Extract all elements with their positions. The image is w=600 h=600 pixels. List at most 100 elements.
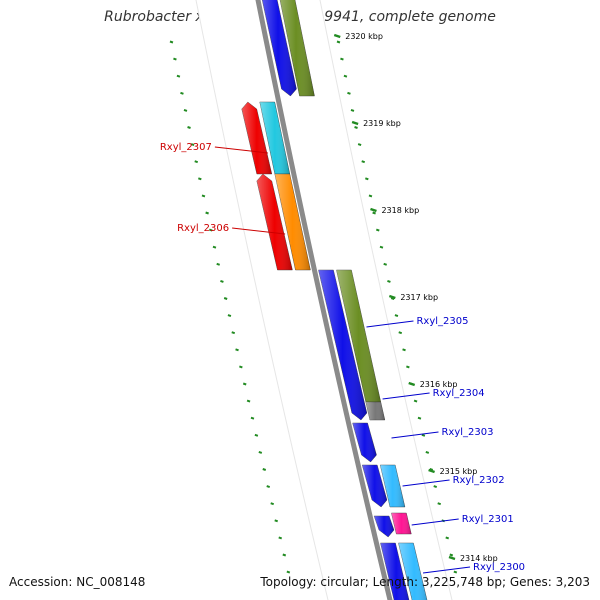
tick-dot — [212, 245, 217, 249]
tick-dot — [402, 348, 406, 352]
kbp-tick-mark — [388, 294, 396, 300]
gene-feature-shade — [256, 174, 293, 270]
tick-dot — [262, 468, 267, 471]
gene-labels: Rxyl_2307 Rxyl_2306 Rxyl_2305 Rxyl_2304 Rxyl… — [160, 142, 525, 574]
gene-features — [241, 0, 428, 600]
tick-dot — [220, 279, 224, 283]
tick-dot — [368, 194, 373, 198]
kbp-tick-mark — [351, 120, 359, 126]
accession-text: Accession: NC_008148 — [9, 575, 146, 589]
tick-dot — [198, 177, 202, 181]
kbp-tick-mark — [408, 381, 416, 387]
tick-dot — [270, 502, 275, 506]
tick-dot — [190, 143, 195, 147]
tick-dot — [223, 297, 228, 300]
tick-dot — [173, 57, 177, 61]
tick-dot — [258, 450, 263, 454]
tick-dot — [250, 416, 255, 420]
kbp-ticks: 2320 kbp 2319 kbp 2318 kbp 2317 kbp 2316 kbp… — [333, 32, 498, 563]
tick-dot — [242, 382, 247, 386]
tick-dot — [379, 245, 384, 249]
tick-dot — [398, 331, 403, 335]
tick-dot — [254, 433, 259, 437]
kbp-tick-label: 2318 kbp — [381, 206, 419, 215]
gene-feature-shade — [398, 543, 428, 600]
tick-dot — [445, 536, 450, 540]
tick-dot — [180, 91, 184, 95]
label-leader — [232, 227, 286, 235]
tick-dot — [449, 553, 454, 557]
tick-dot — [343, 74, 348, 78]
tick-dot — [282, 553, 287, 557]
gene-feature-shade — [241, 102, 272, 174]
gene-feature-shade — [365, 402, 385, 420]
kbp-tick-mark — [448, 555, 456, 561]
gene-label: Rxyl_2307 — [160, 142, 212, 153]
tick-dot — [187, 126, 191, 129]
gene-feature-shade — [391, 513, 412, 534]
gene-label: Rxyl_2305 — [416, 316, 468, 327]
label-leader — [391, 431, 439, 439]
tick-dot — [413, 399, 418, 403]
tick-dot — [235, 348, 239, 352]
label-leader — [411, 518, 459, 526]
tick-dot — [365, 177, 369, 181]
tick-dot — [453, 570, 458, 574]
kbp-tick-label: 2320 kbp — [345, 32, 383, 41]
tick-dot — [394, 314, 399, 318]
tick-dot — [274, 519, 279, 523]
tick-dot — [390, 297, 395, 300]
gene-feature-shade — [336, 270, 381, 402]
kbp-tick-label: 2317 kbp — [400, 293, 438, 302]
gene-feature-shade — [259, 102, 290, 174]
gene-feature-shade — [362, 465, 387, 507]
gene-label: Rxyl_2306 — [177, 223, 229, 234]
tick-dot — [194, 160, 199, 164]
label-leader — [422, 566, 471, 574]
tick-dot — [205, 211, 209, 215]
label-leader — [214, 146, 268, 154]
tick-dot — [383, 262, 388, 266]
tick-dot — [201, 194, 206, 198]
tick-dot — [176, 74, 181, 78]
tick-dot — [350, 108, 355, 112]
tick-dot — [425, 450, 430, 454]
tick-dot — [278, 536, 283, 540]
tick-dot — [286, 570, 291, 574]
tick-dot — [169, 40, 174, 44]
kbp-tick-label: 2316 kbp — [420, 380, 458, 389]
gene-label: Rxyl_2300 — [473, 562, 525, 573]
kbp-tick-label: 2319 kbp — [363, 119, 401, 128]
tick-dot — [239, 365, 243, 369]
tick-dot — [357, 143, 362, 147]
tick-dot — [417, 416, 422, 420]
tick-dot — [387, 279, 391, 283]
tick-dot — [208, 228, 213, 232]
kbp-tick-mark — [370, 207, 377, 213]
tick-dot — [246, 399, 251, 403]
label-leader — [402, 479, 450, 487]
tick-dot — [406, 365, 410, 369]
gene-feature-shade — [374, 516, 395, 537]
tick-dot — [227, 314, 232, 318]
gene-feature-shade — [262, 0, 297, 96]
tick-dot — [347, 91, 351, 95]
kbp-tick-label: 2315 kbp — [440, 467, 478, 476]
gene-feature-shade — [380, 465, 405, 507]
gene-feature-shade — [280, 0, 315, 96]
gene-feature-shade — [274, 174, 311, 270]
gene-label: Rxyl_2302 — [453, 475, 505, 486]
gene-feature-shade — [352, 423, 377, 462]
gene-feature-shade — [318, 270, 367, 420]
gene-label: Rxyl_2304 — [433, 388, 485, 399]
tick-dot — [266, 485, 271, 489]
tick-dot — [216, 262, 221, 266]
tick-dot — [340, 57, 344, 61]
tick-dot — [421, 433, 426, 437]
backbone-line — [255, 0, 393, 600]
tick-dot — [336, 40, 341, 44]
tick-dot — [437, 502, 442, 506]
gene-label: Rxyl_2303 — [441, 427, 493, 438]
tick-dot — [354, 126, 358, 129]
